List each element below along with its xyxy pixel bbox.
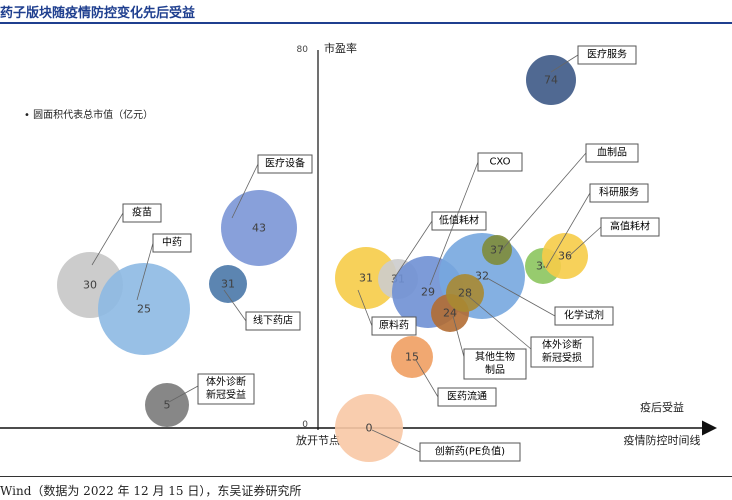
bubble-0-leader [91,212,124,266]
bubble-3-leader [223,289,247,322]
bubble-8-value: 29 [421,286,435,299]
bubble-4-name: 体外诊断新冠受益 [206,375,246,401]
bubble-7-callout-box [431,211,487,231]
bubble-3-callout-box [245,311,301,331]
source-note: Wind（数据为 2022 年 12 月 15 日），东吴证券研究所 [0,484,302,498]
bubble-8-leader [429,161,479,286]
bubble-5 [526,55,576,105]
bubble-2-name: 医疗设备 [265,157,305,170]
bubble-9-leader [486,277,556,317]
bubble-15-callout-box [437,387,497,407]
bubble-11-name: 科研服务 [599,186,639,199]
bubble-7-leader [392,220,433,281]
bubble-2 [221,190,297,266]
x-left-label: 放开节点 [296,433,340,447]
bubble-9-name: 化学试剂 [564,309,604,322]
bubbles-layer: 30254331574313129323734362428150 [57,55,588,462]
bubble-16-callout-box [419,442,521,462]
bubble-4-leader [168,385,199,403]
bubble-15 [391,336,433,378]
bubble-5-leader [550,54,579,73]
bubble-8-name: CXO [489,157,510,168]
bubble-6-leader [357,289,373,327]
chart-title: 药子版块随疫情防控变化先后受益 [0,6,196,21]
bubble-7-name: 低值耗材 [439,214,479,227]
bubble-10 [482,235,512,265]
title-rule [0,22,732,24]
x-axis-label: 疫情防控时间线 [624,433,701,447]
bubble-1-name: 中药 [162,236,182,249]
bubble-2-leader [231,163,259,219]
bubble-9-value: 32 [475,270,489,283]
bubble-16-name: 创新药(PE负值) [435,445,505,458]
bubble-10-name: 血制品 [597,146,627,159]
source-rule [0,476,732,477]
bubble-12-value: 36 [558,250,572,263]
bubble-4 [145,383,189,427]
bubble-2-callout-box [257,154,313,174]
bubble-12-callout-box [600,217,660,237]
bubble-16 [335,394,403,462]
bubble-14-leader [467,295,532,350]
legend-note: • 圆面积代表总市值（亿元） [24,108,153,121]
bubble-5-value: 74 [544,74,558,87]
y-tick-80: 80 [297,45,309,55]
bubble-12 [542,233,588,279]
bubble-11-leader [545,192,591,269]
bubble-11-callout-box [589,183,649,203]
bubble-5-callout-box [577,45,637,65]
bubble-15-name: 医药流通 [447,390,487,403]
bubble-16-value: 0 [366,422,373,435]
bubble-2-value: 43 [252,222,266,235]
bubble-5-name: 医疗服务 [587,48,627,61]
bubble-15-value: 15 [405,351,419,364]
bubble-0-value: 30 [83,279,97,292]
bubble-13-name: 其他生物制品 [475,350,515,376]
bubble-9-callout-box [554,306,614,326]
bubble-10-value: 37 [490,244,504,257]
bubble-0-callout-box [122,203,162,223]
y-tick-0: 0 [302,420,308,430]
bubble-14-name: 体外诊断新冠受损 [542,338,582,364]
bubble-12-name: 高值耗材 [610,220,650,233]
bubble-13-value: 24 [443,307,457,320]
bubble-4-value: 5 [164,399,171,412]
bubble-8-callout-box [477,152,523,172]
bubble-3-value: 31 [221,278,235,291]
bubble-1-callout-box [152,233,192,253]
bubble-14 [446,274,484,312]
bubble-6-callout-box [371,316,417,336]
bubble-6 [335,247,397,309]
bubble-15-leader [415,359,439,398]
bubble-chart: 80 0 市盈率 疫后受益 疫情防控时间线 放开节点 • 圆面积代表总市值（亿元… [0,41,717,462]
bubble-13-callout-box [463,348,527,380]
bubble-4-callout-box [197,373,255,405]
bubble-14-callout-box [530,336,594,368]
bubble-1 [98,263,190,355]
bubble-0-name: 疫苗 [132,206,152,219]
bubble-6-value: 31 [359,272,373,285]
bubble-12-leader [567,226,602,258]
bubble-10-leader [499,152,587,253]
y-axis-label: 市盈率 [324,41,357,55]
bubble-6-name: 原料药 [379,319,409,332]
bubble-13-leader [452,315,465,358]
bubble-16-leader [371,429,421,453]
bubble-1-leader [136,242,154,301]
bubble-1-value: 25 [137,303,151,316]
x-right-label: 疫后受益 [640,400,684,414]
bubble-10-callout-box [585,143,639,163]
bubble-3 [209,265,247,303]
bubble-3-name: 线下药店 [253,314,293,327]
